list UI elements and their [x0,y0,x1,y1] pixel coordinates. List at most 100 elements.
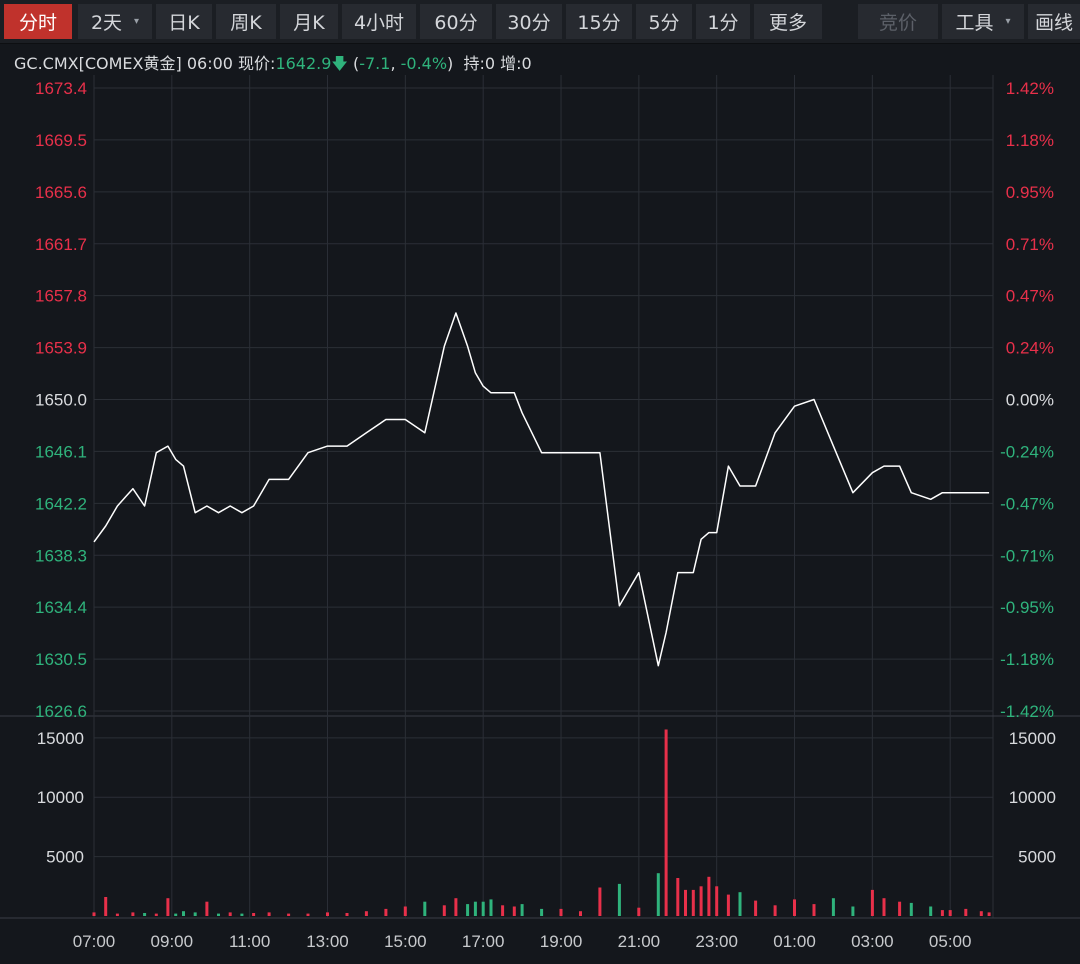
tab-label: 5分 [648,12,680,34]
tab-label: 2天 [90,12,123,34]
volume-bar [306,913,310,916]
volume-tick-label: 10000 [37,788,84,807]
tab-label: 周K [230,12,262,34]
volume-bar [540,908,544,916]
volume-bar [699,886,703,916]
tab-12[interactable]: 竞价 [858,4,938,39]
time-axis-labels: 07:00 09:00 11:00 13:00 15:00 17:00 19:00 21:00… [73,932,972,951]
volume-bar [738,892,742,916]
tab-label: 日K [168,12,200,34]
volume-bar [909,902,913,916]
price-tick-label: 1650.0 [35,391,87,410]
tab-label: 分时 [18,12,57,34]
tab-1[interactable]: 2天 ▾ [78,4,152,39]
volume-bar [501,905,505,916]
price-tick-label: 1665.6 [35,183,87,202]
volume-bar [664,729,668,916]
tab-2[interactable]: 日K [156,4,212,39]
time-tick-label: 21:00 [618,932,661,951]
symbol-label: GC.CMX[COMEX黄金] [14,54,182,73]
current-price: 1642.9 [275,54,332,73]
tab-14[interactable]: 画线 [1028,4,1080,39]
volume-bar [481,901,485,916]
volume-bar [403,906,407,916]
volume-bar [656,873,660,916]
volume-bar [92,912,96,916]
time-tick-label: 17:00 [462,932,505,951]
price-tick-label: 1657.8 [35,287,87,306]
volume-bar [987,912,991,916]
time-tick-label: 23:00 [695,932,738,951]
volume-bar [870,889,874,916]
volume-bar [193,912,197,916]
volume-bar [512,906,516,916]
tab-6[interactable]: 60分 [420,4,492,39]
price-tick-label: 1630.5 [35,650,87,669]
volume-bar [384,908,388,916]
volume-bar [754,900,758,916]
time-tick-label: 03:00 [851,932,894,951]
volume-bar [684,889,687,916]
time-tick-label: 09:00 [151,932,194,951]
volume-bar [240,913,244,916]
tab-label: 更多 [768,12,807,34]
tab-label: 月K [293,12,325,34]
tab-4[interactable]: 月K [280,4,338,39]
time-tick-label: 01:00 [773,932,816,951]
change-close-paren: ) [447,54,454,73]
price-tick-label: 1653.9 [35,339,87,358]
volume-bar [964,908,968,916]
volume-bar [205,901,209,916]
time-tick-label: 15:00 [384,932,427,951]
change-value: -7.1 [359,54,391,73]
tab-label: 30分 [507,12,551,34]
percent-tick-label: -1.18% [1000,650,1054,669]
volume-tick-label: 15000 [37,729,84,748]
volume-bar [579,911,582,916]
volume-bar [898,901,902,916]
hold-label: 持:0 [463,54,496,73]
tab-10[interactable]: 1分 [696,4,750,39]
tab-8[interactable]: 15分 [566,4,632,39]
price-tick-label: 1642.2 [35,494,87,513]
volume-bar [559,908,563,916]
volume-bar [364,911,368,916]
tab-label: 竞价 [878,12,917,34]
volume-bar [489,899,493,916]
volume-bar [707,876,711,916]
grid [0,75,1080,919]
volume-bars [92,729,991,916]
volume-tick-label-right: 5000 [1018,848,1056,867]
volume-bar [715,886,719,916]
volume-bar [466,904,470,916]
volume-bar [598,887,602,916]
tab-3[interactable]: 周K [216,4,276,39]
tab-13[interactable]: 工具 ▾ [942,4,1024,39]
percent-tick-label: -0.24% [1000,442,1054,461]
percent-tick-label: -0.47% [1000,494,1054,513]
time-tick-label: 05:00 [929,932,972,951]
volume-bar [812,904,816,916]
tab-label: 4小时 [353,12,405,34]
price-axis-labels: 1673.4 1.42% 1669.5 1.18% 1665.6 0.95% 1661.7 0… [35,79,1056,867]
tab-11[interactable]: 更多 [754,4,822,39]
volume-bar [691,889,695,916]
percent-tick-label: 1.42% [1006,79,1054,98]
volume-bar [940,910,944,916]
volume-bar [948,910,952,916]
percent-tick-label: -0.95% [1000,598,1054,617]
percent-tick-label: -1.42% [1000,702,1054,721]
volume-bar [182,911,185,916]
quote-time: 06:00 [186,54,233,73]
price-tick-label: 1646.1 [35,442,87,461]
tab-label: 60分 [434,12,478,34]
tab-5[interactable]: 4小时 [342,4,416,39]
tab-0[interactable]: 分时 [4,4,72,39]
tab-7[interactable]: 30分 [496,4,562,39]
toolbar: 分时 2天 ▾ 日K 周K 月K 4小时 60分 30分 15分 5分 1分 更多 竞价 工具 ▾ 画线 [0,0,1080,44]
volume-bar [617,883,621,916]
change-open-paren: ( [352,54,360,73]
tab-9[interactable]: 5分 [636,4,692,39]
volume-bar [773,905,777,916]
